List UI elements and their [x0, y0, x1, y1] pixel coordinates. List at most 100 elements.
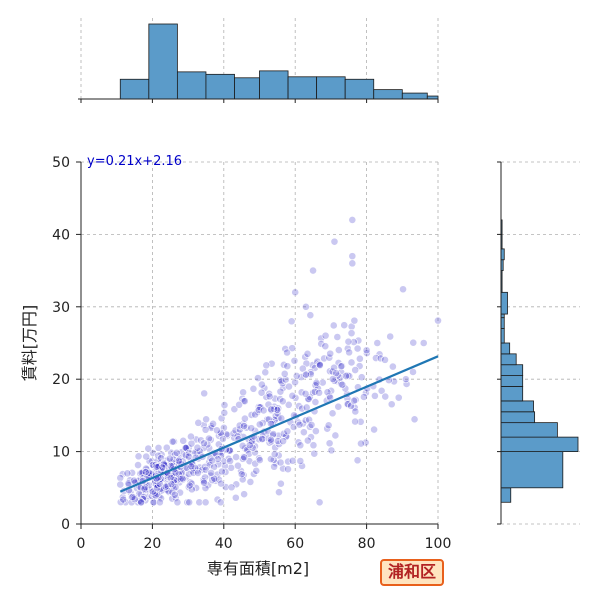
scatter-point — [178, 474, 187, 483]
scatter-point — [231, 493, 240, 502]
scatter-point — [230, 405, 239, 414]
y-histogram-bar — [500, 364, 524, 376]
scatter-point — [134, 461, 142, 469]
scatter-point — [299, 428, 308, 437]
scatter-point — [298, 404, 306, 413]
x-histogram-bar — [316, 76, 346, 100]
scatter-point — [200, 478, 208, 487]
scatter-point — [240, 422, 248, 430]
scatter-point — [317, 334, 326, 343]
scatter-point — [301, 370, 310, 379]
scatter-point — [270, 450, 279, 459]
x-tick-label: 20 — [143, 536, 161, 552]
scatter-point — [167, 448, 176, 457]
scatter-point — [351, 417, 360, 426]
scatter-point — [277, 377, 286, 386]
y-histogram-bar — [500, 411, 536, 424]
scatter-point — [262, 361, 271, 370]
scatter-point — [306, 368, 315, 377]
scatter-point — [246, 478, 255, 486]
y-histogram-bar — [500, 400, 534, 413]
scatter-point — [419, 339, 428, 347]
scatter-point — [317, 339, 326, 348]
scatter-point — [172, 448, 181, 457]
scatter-point — [334, 346, 343, 354]
scatter-point — [302, 403, 311, 412]
scatter-point — [276, 479, 285, 488]
scatter-point — [354, 336, 363, 345]
scatter-point — [275, 488, 283, 497]
y-histogram-bar — [500, 342, 511, 355]
scatter-point — [321, 342, 330, 351]
scatter-point — [166, 473, 175, 482]
regression-line — [119, 355, 439, 493]
scatter-point — [187, 439, 196, 448]
x-histogram-bar — [176, 71, 207, 100]
scatter-point — [237, 470, 246, 479]
y-axis-title: 賃料[万円] — [20, 305, 39, 382]
scatter-point — [348, 252, 357, 261]
grid-lines — [80, 18, 580, 525]
scatter-point — [276, 458, 285, 467]
scatter-point — [195, 498, 204, 507]
scatter-point — [200, 389, 209, 398]
scatter-point — [315, 388, 323, 397]
x-tick-label: 100 — [425, 536, 452, 552]
scatter-point — [360, 393, 368, 401]
scatter-point — [283, 362, 292, 371]
scatter-point — [394, 393, 403, 402]
scatter-point — [259, 406, 268, 415]
scatter-point — [209, 419, 217, 428]
scatter-point — [373, 339, 382, 347]
scatter-point — [285, 382, 293, 391]
scatter-point — [264, 400, 273, 409]
scatter-point — [170, 476, 179, 485]
scatter-point — [288, 391, 297, 400]
scatter-point — [220, 408, 229, 417]
scatter-point — [344, 337, 353, 346]
scatter-point — [327, 446, 336, 455]
scatter-point — [361, 438, 370, 447]
x-histogram-bar — [401, 92, 428, 100]
scatter-point — [370, 425, 378, 434]
scatter-point — [240, 397, 249, 406]
scatter-point — [249, 470, 258, 478]
y-tick-label: 0 — [61, 517, 70, 533]
scatter-point — [310, 449, 319, 458]
scatter-point — [149, 498, 158, 507]
scatter-point — [255, 420, 264, 429]
scatter-point — [187, 485, 196, 494]
scatter-point — [351, 407, 360, 416]
scatter-point — [328, 409, 337, 418]
x-tick-label: 40 — [215, 536, 233, 552]
scatter-point — [357, 439, 365, 448]
x-tick-label: 80 — [358, 536, 376, 552]
scatter-point — [376, 354, 385, 363]
y-histogram-bar — [500, 386, 524, 402]
scatter-point — [348, 259, 357, 268]
scatter-point — [213, 426, 221, 435]
scatter-point — [165, 454, 174, 463]
scatter-point — [399, 285, 407, 294]
scatter-point — [332, 369, 340, 378]
y-histogram-bar — [500, 487, 512, 503]
scatter-point — [279, 437, 288, 446]
y-histogram-bar — [500, 353, 517, 366]
scatter-point — [338, 362, 346, 370]
scatter-point — [245, 441, 254, 450]
scatter-point — [345, 372, 354, 380]
scatter-point — [279, 464, 287, 473]
scatter-point — [201, 498, 210, 507]
scatter-point — [174, 456, 183, 465]
scatter-point — [340, 321, 349, 330]
scatter-point — [207, 468, 216, 477]
scatter-point — [381, 392, 390, 401]
scatter-point — [387, 400, 396, 409]
ward-badge: 浦和区 — [380, 559, 445, 586]
scatter-point — [386, 332, 395, 341]
scatter-point — [151, 491, 160, 500]
scatter-point — [232, 480, 241, 489]
scatter-point — [128, 493, 137, 502]
scatter-point — [162, 443, 171, 452]
scatter-point — [214, 440, 223, 449]
